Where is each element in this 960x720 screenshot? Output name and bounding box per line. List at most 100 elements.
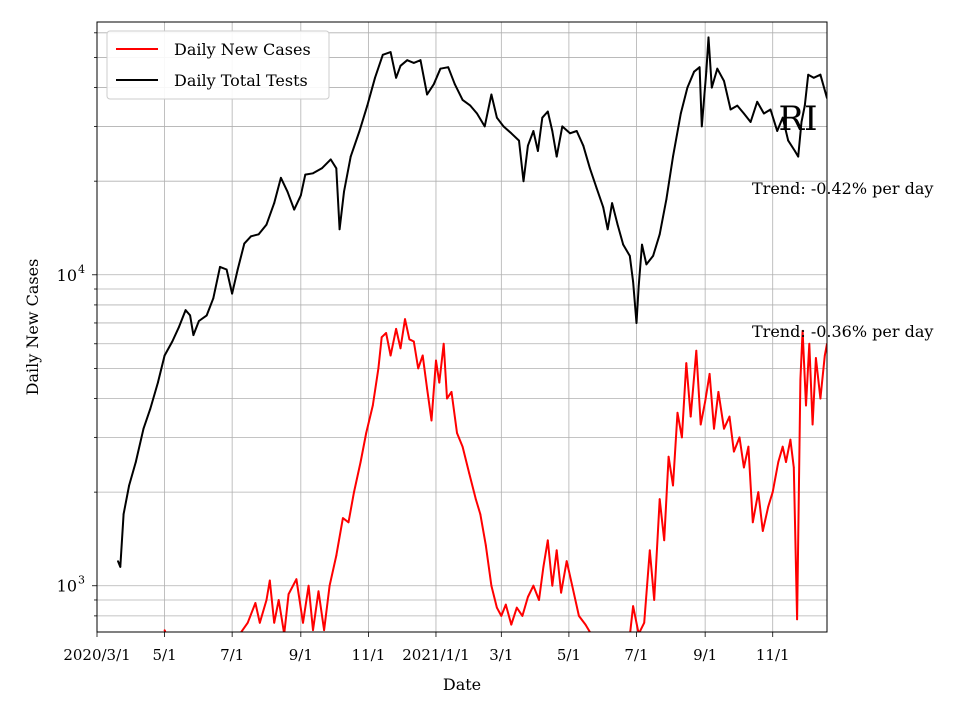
data-point [560, 591, 562, 594]
data-point [406, 59, 409, 62]
data-point [819, 73, 822, 76]
data-point [537, 150, 539, 152]
data-point [736, 104, 739, 107]
data-point [704, 401, 706, 403]
data-point [729, 108, 732, 111]
trend-annotation-tests: Trend: -0.36% per day [752, 322, 933, 341]
data-point [723, 427, 725, 430]
data-point [329, 158, 332, 161]
data-point [335, 167, 338, 170]
data-point [128, 484, 131, 487]
data-point [134, 461, 137, 463]
data-point [723, 80, 725, 82]
data-point [317, 590, 320, 593]
data-point [561, 125, 564, 128]
data-point [807, 73, 810, 76]
data-point [265, 223, 268, 226]
data-point [521, 615, 524, 617]
data-point [184, 309, 187, 311]
data-point [693, 70, 695, 73]
data-point [542, 566, 545, 568]
data-point [447, 66, 450, 69]
data-point [496, 606, 498, 609]
data-point [638, 633, 640, 635]
data-point [717, 391, 720, 393]
data-point [265, 599, 268, 601]
data-point [268, 579, 271, 582]
data-point [681, 436, 683, 439]
data-point [192, 334, 195, 336]
data-point [710, 86, 713, 89]
data-point [811, 423, 814, 426]
data-point [808, 342, 811, 345]
data-point [823, 354, 826, 357]
data-point [432, 83, 435, 86]
data-point [474, 498, 477, 500]
data-point [412, 62, 415, 64]
data-point [632, 280, 634, 283]
data-point [606, 228, 609, 231]
x-tick-label: 5/1 [557, 646, 581, 664]
data-point [323, 629, 325, 631]
data-point [258, 621, 261, 624]
data-point [751, 521, 754, 524]
data-point [632, 605, 634, 607]
data-point [733, 450, 735, 453]
data-point [338, 228, 341, 231]
data-point [117, 560, 119, 562]
data-point [273, 621, 276, 624]
data-point [163, 629, 166, 631]
data-point [796, 618, 798, 621]
data-point [812, 76, 815, 79]
data-point [679, 112, 682, 115]
x-tick-label: 11/1 [756, 646, 790, 664]
data-point [777, 461, 780, 463]
data-point [380, 336, 383, 339]
legend-label-tests: Daily Total Tests [174, 71, 308, 90]
data-point [582, 144, 585, 147]
data-point [347, 521, 350, 524]
legend-box [106, 30, 330, 100]
data-point [417, 367, 420, 370]
data-point [800, 121, 803, 123]
data-point [663, 539, 666, 542]
axis-ticks: 2020/3/1 5/1 7/1 9/1 11/1 2021/1/1 3/1 5/1 7/1 9/… [57, 32, 790, 664]
data-point [801, 330, 804, 332]
data-point [381, 53, 384, 56]
data-point [571, 584, 574, 587]
x-axis-label: Date [443, 675, 481, 694]
data-point [546, 110, 549, 113]
x-tick-label: 9/1 [693, 646, 717, 664]
data-point [685, 362, 688, 364]
data-point [705, 70, 708, 73]
data-point [496, 116, 498, 119]
x-tick-label: 9/1 [289, 646, 313, 664]
data-point [504, 603, 507, 606]
data-point [781, 116, 784, 119]
data-point [819, 397, 822, 400]
data-point [594, 635, 596, 637]
series-1 [117, 36, 827, 568]
data-point [307, 584, 310, 587]
data-point [541, 116, 544, 119]
data-point [365, 432, 368, 434]
data-point [527, 596, 529, 598]
x-tick-label: 3/1 [489, 646, 513, 664]
data-point [698, 66, 701, 69]
trend-annotation-cases: Trend: -0.42% per day [752, 179, 933, 198]
data-point [792, 466, 795, 469]
series-0 [163, 318, 827, 637]
data-point [490, 93, 493, 96]
data-point [119, 566, 122, 568]
data-point [538, 599, 540, 601]
data-point [789, 438, 792, 441]
data-point [667, 455, 670, 458]
data-point [643, 621, 646, 624]
series-line [163, 318, 827, 632]
data-point [280, 176, 282, 179]
data-point [366, 104, 369, 107]
data-point [738, 436, 741, 439]
data-point [295, 578, 298, 581]
data-point [246, 621, 249, 624]
data-point [469, 104, 472, 107]
